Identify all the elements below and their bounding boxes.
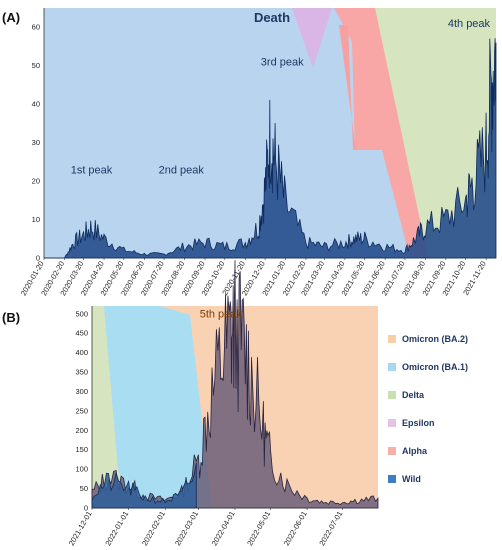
x-tick-label: 2022-03-01	[173, 510, 200, 548]
peak-annotation: 2nd peak	[159, 164, 205, 176]
panel-letter-b: (B)	[2, 310, 20, 325]
legend-swatch	[388, 419, 396, 427]
legend-entry: Alpha	[402, 446, 428, 456]
y-tick-label: 10	[32, 215, 40, 224]
cases-area-b	[91, 260, 379, 509]
epsilon-region-1	[292, 8, 332, 68]
x-tick-label: 2022-02-01	[140, 510, 167, 548]
y-tick-label: 400	[75, 348, 88, 357]
alpha-spike	[339, 25, 356, 150]
y-tick-label: 150	[75, 445, 88, 454]
y-tick-label: 30	[32, 138, 40, 147]
legend-swatch	[388, 391, 396, 399]
panel-a: 01020304050602020-01-202020-02-202020-03…	[19, 8, 497, 297]
legend-entry: Omicron (BA.2)	[402, 334, 468, 344]
peak-annotation: 3rd peak	[261, 57, 304, 69]
x-tick-label: 2022-05-01	[245, 510, 272, 548]
y-tick-label: 300	[75, 387, 88, 396]
y-tick-label: 0	[36, 254, 40, 263]
text-b: 5th peak	[200, 309, 243, 321]
legend: Omicron (BA.2) Omicron (BA.1) Delta Epsilon…	[388, 334, 468, 484]
y-tick-label: 60	[32, 23, 40, 32]
y-tick-label: 250	[75, 406, 88, 415]
omicron-ba1-region	[104, 306, 212, 508]
x-tick-label: 2021-12-01	[67, 510, 94, 548]
x-tick-label: 2022-04-01	[210, 510, 237, 548]
x-tick-label: 2022-06-01	[282, 510, 309, 548]
cases-area-a	[44, 38, 497, 259]
y-tick-label: 100	[75, 465, 88, 474]
legend-swatch	[388, 335, 396, 343]
y-tick-label: 500	[75, 309, 88, 318]
legend-entry: Delta	[402, 390, 425, 400]
text-a: 1st peak 2nd peak 3rd peak 4th peak Death	[71, 10, 491, 176]
legend-swatch	[388, 475, 396, 483]
y-tick-label: 50	[80, 484, 88, 493]
peak-annotation: 1st peak	[71, 164, 113, 176]
y-tick-label: 0	[84, 504, 88, 513]
panel-b: 0 50 100 150 200 250 300 350 400 450 500 2021-12-01…	[67, 260, 379, 548]
y-tick-label: 450	[75, 329, 88, 338]
peak-annotation: 5th peak	[200, 309, 243, 321]
legend-entry: Wild	[402, 474, 421, 484]
panel-letter-a: (A)	[2, 10, 20, 25]
y-tick-label: 350	[75, 368, 88, 377]
peak-annotation: 4th peak	[448, 18, 491, 30]
y-tick-label: 40	[32, 100, 40, 109]
legend-entry: Epsilon	[402, 418, 435, 428]
alpha-region	[335, 8, 428, 258]
cases-area-b-early	[91, 462, 197, 509]
x-tick-label: 2022-07-01	[317, 510, 344, 548]
y-tick-label: 200	[75, 426, 88, 435]
legend-entry: Omicron (BA.1)	[402, 362, 468, 372]
legend-swatch	[388, 363, 396, 371]
y-tick-label: 20	[32, 177, 40, 186]
legend-swatch	[388, 447, 396, 455]
x-tick-label: 2022-01-01	[103, 510, 130, 548]
panel-title: Death	[254, 10, 290, 25]
delta-region-b	[92, 306, 135, 508]
delta-region	[373, 8, 496, 258]
y-tick-label: 50	[32, 61, 40, 70]
